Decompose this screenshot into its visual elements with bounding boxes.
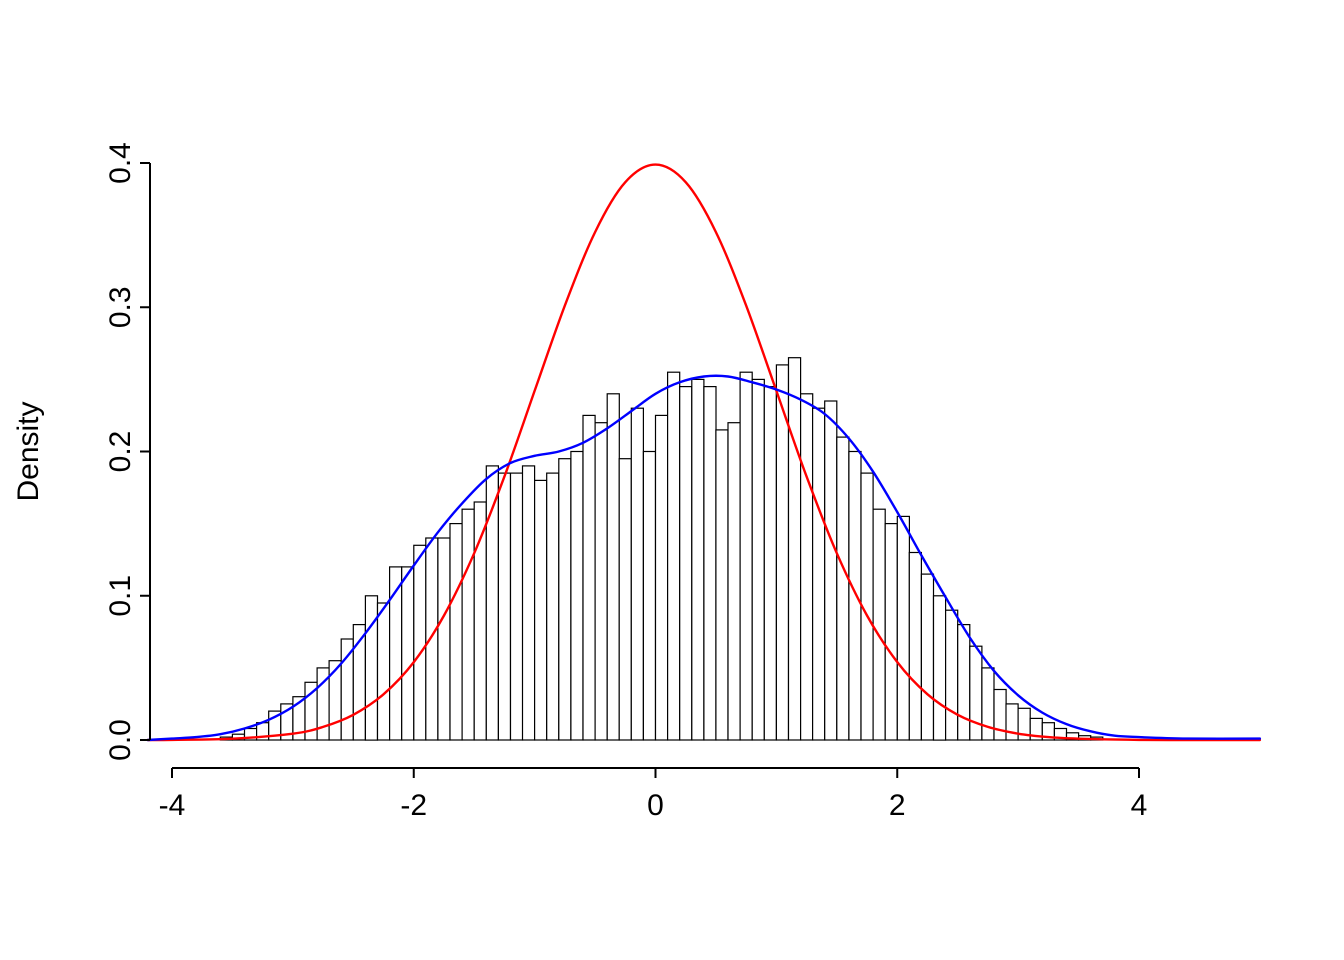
histogram-bar xyxy=(558,458,572,741)
histogram-bar xyxy=(340,638,354,741)
y-tick-label: 0.4 xyxy=(104,142,137,184)
histogram-bar xyxy=(884,522,898,741)
histogram-bar xyxy=(437,537,451,741)
histogram-bar xyxy=(969,645,983,741)
histogram-bar xyxy=(920,573,935,741)
y-tick-label: 0.2 xyxy=(104,431,137,473)
histogram-bar xyxy=(763,386,777,741)
histogram-bar xyxy=(618,458,632,741)
histogram-bar xyxy=(957,623,971,741)
histogram-bar xyxy=(376,602,391,741)
histogram-bar xyxy=(896,515,910,741)
histogram-bar xyxy=(654,414,669,741)
x-tick-label: 4 xyxy=(1131,789,1148,822)
histogram-bar xyxy=(703,386,717,741)
histogram-bar xyxy=(401,566,415,741)
histogram-bar xyxy=(944,609,959,741)
histogram-bar xyxy=(642,450,657,741)
histogram-bar xyxy=(811,407,826,741)
histogram-bar xyxy=(836,436,850,741)
x-tick-label: 0 xyxy=(647,789,664,822)
histogram-bar xyxy=(594,422,608,741)
histogram-bar xyxy=(606,393,620,741)
histogram-bar xyxy=(727,422,741,741)
histogram-bar xyxy=(521,465,536,741)
y-axis-title: Density xyxy=(12,401,45,501)
y-tick-label: 0.3 xyxy=(104,286,137,328)
histogram-bar xyxy=(691,378,705,741)
histogram-bar xyxy=(799,393,814,741)
histogram-bar xyxy=(570,450,584,741)
histogram-bar xyxy=(872,508,886,741)
x-tick-label: -4 xyxy=(159,789,186,822)
histogram-bar xyxy=(533,479,548,741)
histogram-bar xyxy=(679,386,693,741)
histogram-bar xyxy=(715,429,729,741)
histogram-bar xyxy=(932,595,947,741)
histogram-bar xyxy=(425,537,439,741)
histogram-bar xyxy=(509,472,524,741)
histogram-bar xyxy=(787,357,802,741)
histogram-bar xyxy=(449,522,463,741)
x-tick-label: 2 xyxy=(889,789,906,822)
kernel-density-estimate-curve xyxy=(146,374,1262,742)
normal-density-curve xyxy=(146,163,1262,742)
x-tick-label: -2 xyxy=(400,789,427,822)
histogram-bar xyxy=(546,472,560,741)
y-tick-label: 0.0 xyxy=(104,719,137,761)
histogram-bar xyxy=(739,371,753,741)
histogram-bar xyxy=(993,688,1007,741)
y-tick-label: 0.1 xyxy=(104,575,137,617)
histogram-bar xyxy=(908,551,922,741)
histogram-bar xyxy=(328,660,342,741)
histogram-bar xyxy=(630,407,644,741)
histogram-bar xyxy=(582,414,596,741)
histogram-bar xyxy=(497,472,512,741)
histogram-bar xyxy=(824,400,838,741)
histogram-bar xyxy=(666,371,681,741)
histogram-bar xyxy=(461,508,475,741)
histogram-bar xyxy=(848,450,862,741)
histogram-bar xyxy=(751,378,765,741)
histogram-bar xyxy=(413,544,427,741)
